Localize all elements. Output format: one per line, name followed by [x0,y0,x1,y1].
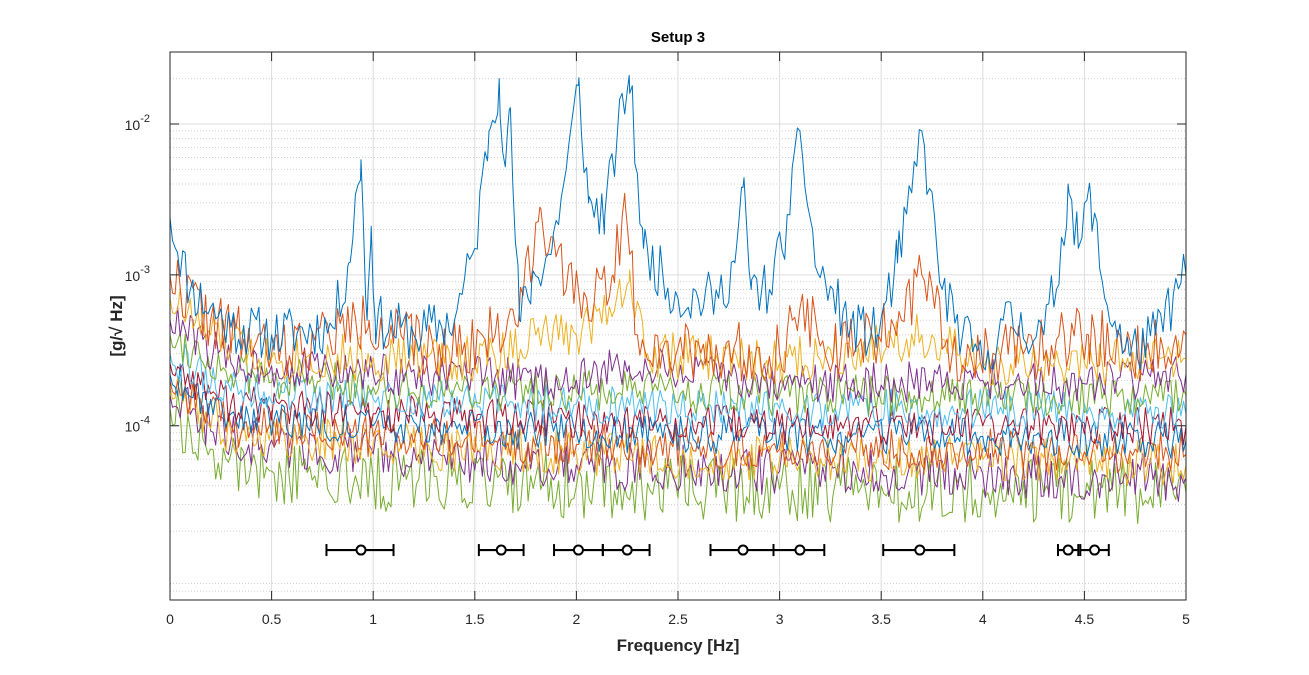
series-line-11 [169,386,1187,502]
frequency-estimate-9 [1079,544,1110,557]
x-tick-label: 1 [369,611,377,627]
frequency-estimate-markers [325,544,1110,557]
y-tick-labels: 10-4 10-3 10-2 [125,113,150,435]
x-tick-label: 3 [776,611,784,627]
frequency-estimate-7 [882,544,956,557]
estimate-center-marker [737,544,749,556]
series-line-7 [169,362,1187,446]
x-tick-label: 2.5 [668,611,688,627]
x-axis-label: Frequency [Hz] [617,636,740,655]
y-tick-label: 10-4 [125,415,150,435]
frequency-estimate-6 [772,544,826,557]
estimate-center-marker [794,544,806,556]
y-axis-label: [g/√ Hz] [107,295,126,356]
series-line-2 [169,192,1187,384]
x-tick-label: 3.5 [871,611,891,627]
estimate-center-marker [572,544,584,556]
estimate-center-marker [355,544,367,556]
series-line-9 [169,380,1187,474]
series-line-10 [169,377,1187,486]
x-tick-label: 2 [573,611,581,627]
estimate-center-marker [1062,544,1074,556]
frequency-estimate-4 [601,544,651,557]
series-line-8 [169,363,1187,459]
x-tick-label: 4.5 [1075,611,1095,627]
series-line-3 [169,269,1187,386]
x-tick-label: 4 [979,611,987,627]
estimate-center-marker [495,544,507,556]
x-tick-label: 1.5 [465,611,485,627]
estimate-center-marker [914,544,926,556]
y-tick-label: 10-2 [125,113,150,133]
frequency-estimate-2 [477,544,525,557]
series-line-5 [169,332,1187,417]
x-tick-labels: 0 0.5 1 1.5 2 2.5 3 3.5 4 4.5 5 [166,611,1190,627]
x-tick-label: 0 [166,611,174,627]
series-line-1 [169,74,1187,371]
x-tick-label: 0.5 [262,611,282,627]
frequency-estimate-8 [1056,544,1080,557]
estimate-center-marker [621,544,633,556]
y-tick-label: 10-3 [125,264,150,284]
series-lines [169,74,1187,525]
series-line-12 [169,390,1187,525]
axis-ticks [169,52,1187,600]
chart-title: Setup 3 [651,29,705,46]
x-tick-label: 5 [1182,611,1190,627]
frequency-estimate-1 [325,544,395,557]
series-line-4 [169,306,1187,405]
estimate-center-marker [1089,544,1101,556]
